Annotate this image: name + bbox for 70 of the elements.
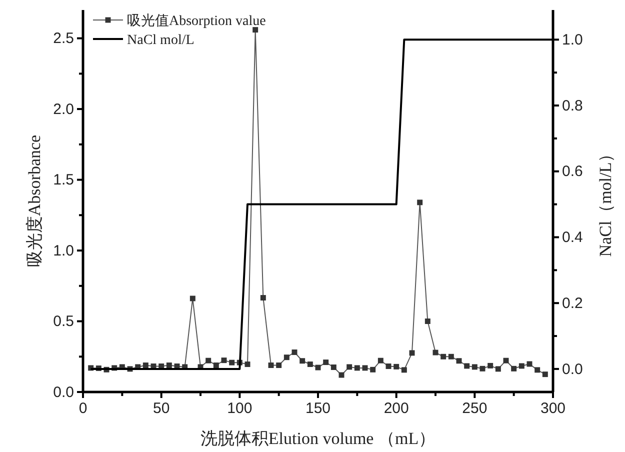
point — [338, 372, 344, 378]
y2-tick-label: 0.8 — [562, 97, 583, 114]
point — [503, 358, 509, 364]
point — [378, 358, 384, 364]
y2-tick-label: 0.6 — [562, 163, 583, 180]
y2-tick-label: 1.0 — [562, 31, 583, 48]
point — [354, 365, 360, 371]
y2-axis-title: NaCl（mol/L） — [596, 145, 615, 257]
y-tick-label: 0.0 — [53, 384, 74, 401]
point — [142, 362, 148, 368]
point — [472, 364, 478, 370]
x-tick-label: 100 — [227, 400, 252, 417]
x-axis-title: 洗脱体积Elution volume （mL） — [200, 429, 436, 448]
point — [252, 27, 258, 33]
point — [276, 362, 282, 368]
x-tick-label: 200 — [384, 400, 409, 417]
point — [417, 200, 423, 206]
point — [518, 363, 524, 369]
y2-tick-label: 0.4 — [562, 229, 583, 246]
point — [292, 350, 298, 355]
point — [213, 362, 219, 368]
point — [456, 358, 462, 364]
x-tick-label: 0 — [78, 400, 88, 417]
point — [480, 366, 486, 372]
point — [166, 362, 172, 368]
y-axis-title: 吸光度Absorbance — [25, 134, 44, 268]
point — [315, 364, 321, 370]
point — [409, 350, 415, 356]
point — [370, 366, 376, 372]
point — [268, 362, 274, 368]
y-tick-label: 2.5 — [53, 30, 74, 48]
point — [190, 296, 196, 302]
point — [307, 362, 313, 368]
legend-label: 吸光值Absorption value — [127, 12, 266, 29]
point — [323, 360, 329, 366]
point — [229, 360, 235, 366]
point — [362, 365, 368, 371]
point — [284, 354, 290, 360]
point — [394, 364, 400, 370]
y-tick-label: 0.5 — [53, 313, 74, 330]
point — [346, 364, 352, 370]
x-tick-label: 50 — [152, 400, 170, 417]
y2-tick-label: 0.0 — [562, 360, 583, 378]
legend-label: NaCl mol/L — [127, 32, 194, 48]
point — [424, 318, 430, 324]
point — [464, 363, 470, 369]
point — [432, 350, 438, 356]
point — [448, 354, 454, 360]
point — [300, 358, 306, 364]
point — [244, 362, 250, 368]
y-tick-label: 1.5 — [53, 172, 74, 189]
y-tick-label: 2.0 — [53, 100, 74, 118]
y-tick-label: 1.0 — [53, 242, 74, 260]
point — [221, 358, 227, 364]
x-tick-label: 150 — [305, 400, 331, 417]
point — [542, 372, 548, 378]
y2-tick-label: 0.2 — [562, 294, 583, 312]
point — [534, 367, 540, 373]
point — [511, 366, 517, 372]
point — [330, 364, 336, 370]
point — [495, 366, 501, 372]
point — [386, 364, 392, 369]
point — [401, 367, 407, 373]
point — [440, 354, 446, 360]
point — [260, 295, 266, 301]
x-tick-label: 300 — [540, 400, 566, 417]
point — [488, 362, 494, 368]
x-tick-label: 250 — [462, 400, 488, 417]
point — [526, 361, 532, 367]
point — [206, 358, 212, 364]
